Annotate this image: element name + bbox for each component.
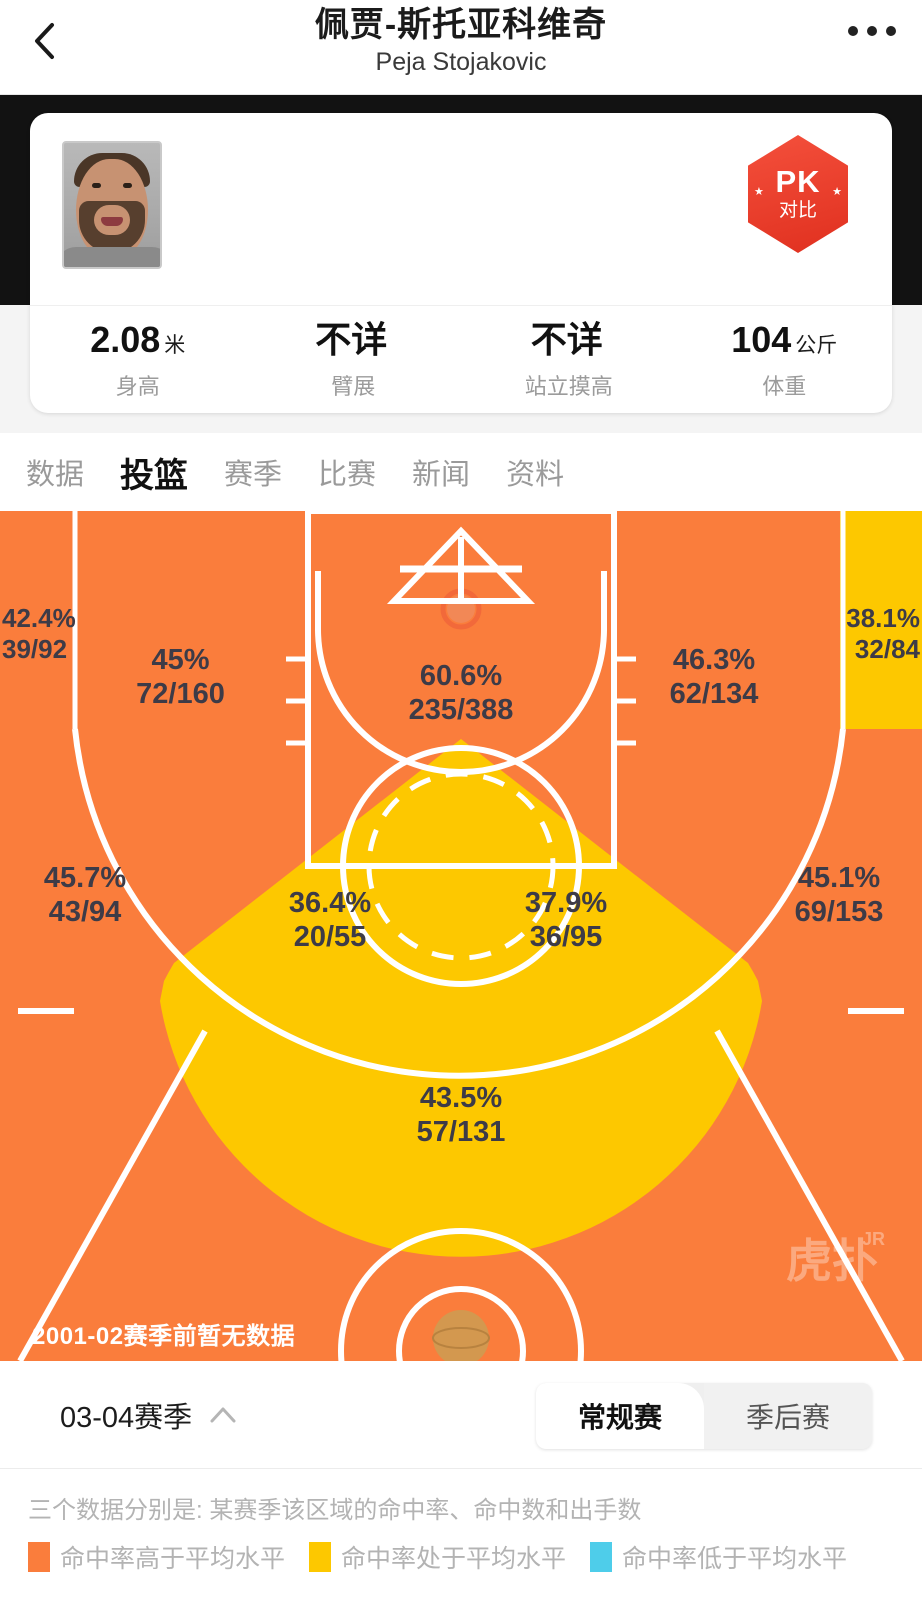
pk-sublabel: 对比 [778,200,817,221]
more-dots-icon [867,26,877,36]
legend-item-below-average: 命中率低于平均水平 [590,1539,847,1575]
svg-text:虎扑: 虎扑 [786,1234,878,1288]
player-name-cn: 佩贾-斯托亚科维奇 [314,6,608,44]
legend-swatch-average [309,1542,332,1572]
more-dots-icon [886,26,896,36]
legend-item-above-average: 命中率高于平均水平 [28,1539,285,1575]
zone-label-right-corner-3: 38.1% 32/84 [846,603,920,664]
zone-label-restricted-area: 60.6% 235/388 [408,660,514,727]
avatar-shoulders [64,247,160,267]
stat-weight: 104 公斤 体重 [677,318,893,402]
season-value: 03-04赛季 [60,1401,193,1434]
legend-label-average: 命中率处于平均水平 [341,1545,567,1573]
stat-standing-reach: 不详 站立摸高 [461,318,677,402]
star-icon: ★ [832,186,842,198]
page-header: 佩贾-斯托亚科维奇 Peja Stojakovic [0,0,922,95]
avatar-mouth [101,217,123,226]
legend-swatch-below-average [590,1542,613,1572]
court-line-free-throw-circle [340,745,582,987]
game-type-toggle: 常规赛 季后赛 [536,1383,872,1449]
back-button[interactable] [22,18,68,64]
tab-games[interactable]: 比赛 [318,459,377,491]
legend-keys: 命中率高于平均水平 命中率处于平均水平 命中率低于平均水平 [28,1539,894,1575]
stat-value: 104 [731,318,792,360]
season-selector-bar: 03-04赛季 常规赛 季后赛 [0,1361,922,1469]
legend-swatch-above-average [28,1542,50,1572]
tab-shooting[interactable]: 投篮 [120,456,189,495]
legend-item-average: 命中率处于平均水平 [309,1539,566,1575]
stat-value: 不详 [315,318,388,360]
pk-compare-button[interactable]: PK 对比 ★ ★ [748,135,848,253]
tab-news[interactable]: 新闻 [412,459,471,491]
svg-text:JR: JR [862,1229,885,1249]
avatar-eye-right [123,183,132,188]
player-card-top: PK 对比 ★ ★ [30,113,892,305]
chart-legend: 三个数据分别是: 某赛季该区域的命中率、命中数和出手数 命中率高于平均水平 命中… [0,1469,922,1575]
tab-data[interactable]: 数据 [26,459,85,491]
chevron-left-icon [35,23,54,59]
court-line-paint [305,511,617,869]
stat-label: 臂展 [331,373,376,399]
stat-value: 不详 [530,318,603,360]
court-diagram [0,511,922,1361]
season-dropdown[interactable]: 03-04赛季 [60,1394,238,1436]
court-line-three-point-arc [72,728,846,1079]
stat-unit: 米 [164,333,186,357]
more-options-button[interactable] [848,26,896,36]
legend-label-above-average: 命中率高于平均水平 [60,1545,286,1573]
pk-label: PK [775,164,821,199]
basketball-icon [433,1310,489,1361]
legend-description: 三个数据分别是: 某赛季该区域的命中率、命中数和出手数 [28,1497,642,1524]
zone-label-right-paint-mid: 37.9% 36/95 [524,887,608,954]
player-info-card: PK 对比 ★ ★ 2.08 米 身高 不详 臂展 不详 [30,113,892,413]
hero-band: PK 对比 ★ ★ 2.08 米 身高 不详 臂展 不详 [0,95,922,413]
player-measurements: 2.08 米 身高 不详 臂展 不详 站立摸高 104 公斤 体重 [30,305,892,413]
stat-label: 站立摸高 [524,373,613,399]
player-name-en: Peja Stojakovic [375,48,547,76]
court-line-restricted-arc [315,628,607,775]
hupu-watermark-icon: 虎扑 JR [786,1229,885,1288]
court-line-center-circle [338,1228,584,1361]
tab-season[interactable]: 赛季 [224,459,283,491]
shot-chart[interactable]: 42.4% 39/92 45% 72/160 60.6% 235/388 46.… [0,511,922,1361]
stat-wingspan: 不详 臂展 [246,318,462,402]
toggle-regular-season[interactable]: 常规赛 [536,1383,704,1449]
avatar [62,141,162,269]
zone-fill-right-corner-3 [840,511,922,729]
stat-unit: 公斤 [795,333,838,357]
page-title: 佩贾-斯托亚科维奇 Peja Stojakovic [0,0,922,78]
no-data-note: 2001-02赛季前暂无数据 [32,1323,296,1350]
section-tabs: 数据 投篮 赛季 比赛 新闻 资料 [0,433,922,511]
toggle-playoffs[interactable]: 季后赛 [704,1383,872,1449]
stat-value: 2.08 [90,318,161,360]
tab-profile[interactable]: 资料 [506,459,565,491]
zone-label-top-of-key-3: 43.5% 57/131 [416,1082,506,1149]
chevron-up-icon [210,1407,236,1422]
zone-label-left-paint-mid: 36.4% 20/55 [288,887,372,954]
stat-height: 2.08 米 身高 [30,318,246,402]
court-line-right-diagonal [714,1029,905,1361]
legend-label-below-average: 命中率低于平均水平 [622,1545,848,1573]
court-line-left-diagonal [17,1029,208,1361]
zone-label-right-baseline-mid: 45.1% 69/153 [794,862,884,929]
stat-label: 身高 [115,373,160,399]
zone-label-left-baseline-mid: 45.7% 43/94 [43,862,127,929]
star-icon: ★ [754,186,764,198]
avatar-eye-left [92,183,101,188]
stat-label: 体重 [762,373,807,399]
zone-label-left-corner-3: 42.4% 39/92 [2,603,76,664]
zone-label-left-wing-3: 45% 72/160 [136,644,225,711]
zone-label-right-wing-3: 46.3% 62/134 [669,644,759,711]
more-dots-icon [848,26,858,36]
